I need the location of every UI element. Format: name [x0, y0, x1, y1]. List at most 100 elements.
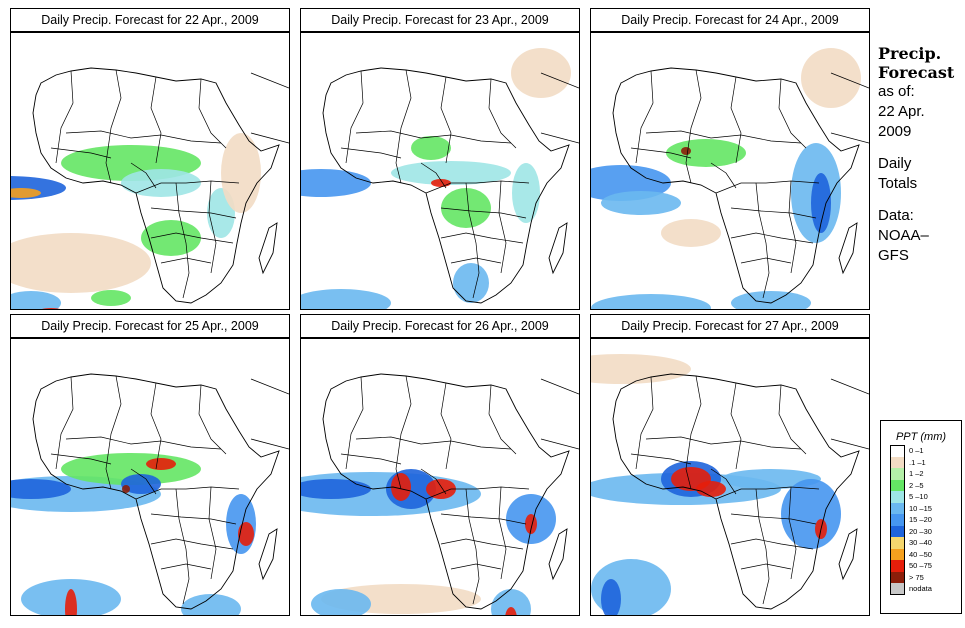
africa-map-svg [591, 354, 869, 615]
country-border [150, 232, 234, 244]
sidebar-title-line2: Forecast [878, 63, 955, 82]
precip-area [601, 191, 681, 215]
country-border [50, 453, 112, 465]
country-border [160, 563, 212, 570]
precip-area [11, 479, 71, 499]
legend-label: 40 –50 [909, 549, 932, 559]
forecast-panel-22-apr: Daily Precip. Forecast for 22 Apr., 2009 [10, 8, 290, 310]
arabia-outline [830, 378, 869, 450]
coastline [32, 67, 280, 304]
country-border [630, 147, 692, 159]
madagascar-outline [548, 222, 568, 275]
coastline [32, 373, 280, 610]
country-border [55, 70, 74, 164]
country-border [488, 78, 517, 149]
precip-area [731, 291, 811, 309]
precip-map [300, 338, 580, 616]
country-border [55, 376, 74, 470]
precip-blobs [11, 133, 261, 309]
madagascar-outline [258, 222, 278, 275]
country-border [488, 384, 517, 455]
legend-swatch [890, 502, 905, 514]
legend-item: 40 –50 [881, 548, 961, 560]
precip-area [91, 290, 131, 306]
precip-area [122, 485, 130, 493]
precip-area [146, 458, 176, 470]
country-border [730, 232, 814, 244]
precip-area [681, 147, 691, 155]
legend-swatch [890, 514, 905, 526]
legend-item: 50 –75 [881, 560, 961, 572]
country-border [755, 488, 770, 605]
precip-area [11, 233, 151, 293]
precip-area [801, 48, 861, 108]
precip-area [505, 607, 517, 615]
madagascar-outline [838, 528, 858, 581]
country-border [635, 376, 654, 470]
legend-item: 10 –15 [881, 502, 961, 514]
data-source: NOAA– [878, 227, 929, 244]
country-border [635, 70, 654, 164]
forecast-panel-23-apr: Daily Precip. Forecast for 23 Apr., 2009 [300, 8, 580, 310]
forecast-panel-24-apr: Daily Precip. Forecast for 24 Apr., 2009 [590, 8, 870, 310]
precip-map [590, 32, 870, 310]
coastline [322, 373, 570, 610]
legend-swatch [890, 456, 905, 468]
country-border [440, 382, 452, 470]
legend-label: 1 –2 [909, 469, 924, 479]
country-border [425, 180, 530, 194]
country-border [65, 436, 222, 450]
country-border [150, 207, 237, 219]
legend-label: 20 –30 [909, 526, 932, 536]
legend-label: 10 –15 [909, 503, 932, 513]
country-border [65, 130, 222, 144]
legend-item: 30 –40 [881, 537, 961, 549]
country-border [740, 563, 792, 570]
precip-blobs [591, 48, 861, 309]
precip-area [696, 481, 726, 497]
forecast-info: Precip. Forecast as of: 22 Apr. 2009 Dai… [878, 44, 963, 266]
legend-title: PPT (mm) [895, 431, 947, 443]
legend-label: 5 –10 [909, 492, 928, 502]
country-border [340, 147, 402, 159]
country-border [450, 563, 502, 570]
country-border [498, 486, 507, 580]
country-border [130, 468, 157, 495]
country-border [420, 162, 447, 189]
country-border [630, 453, 692, 465]
legend-item: 2 –5 [881, 479, 961, 491]
country-border [198, 78, 227, 149]
legend-swatch [890, 548, 905, 560]
precip-area [441, 188, 491, 228]
legend-swatch [890, 525, 905, 537]
precip-blobs [591, 354, 841, 615]
legend-item: 0 –1 [881, 445, 961, 457]
coastline [612, 373, 860, 610]
country-border [440, 538, 524, 550]
country-border [160, 257, 212, 264]
panel-title: Daily Precip. Forecast for 24 Apr., 2009 [590, 8, 870, 32]
africa-map-svg [301, 373, 579, 615]
africa-map-svg [301, 48, 579, 309]
precip-area [426, 479, 456, 499]
country-border [135, 180, 240, 194]
country-border [440, 513, 527, 525]
precip-map [10, 338, 290, 616]
legend-item: 20 –30 [881, 525, 961, 537]
precip-area [591, 294, 711, 309]
precip-area [42, 308, 60, 309]
country-border [355, 436, 512, 450]
legend-swatch [890, 468, 905, 480]
panel-title: Daily Precip. Forecast for 27 Apr., 2009 [590, 314, 870, 338]
panel-title: Daily Precip. Forecast for 26 Apr., 2009 [300, 314, 580, 338]
country-border [355, 130, 512, 144]
country-border [710, 468, 737, 495]
precip-area [661, 219, 721, 247]
country-border [395, 69, 412, 184]
arabia-outline [250, 378, 289, 450]
precip-area [141, 220, 201, 256]
country-border [645, 130, 802, 144]
country-border [788, 486, 797, 580]
legend-label: 30 –40 [909, 538, 932, 548]
madagascar-outline [548, 528, 568, 581]
